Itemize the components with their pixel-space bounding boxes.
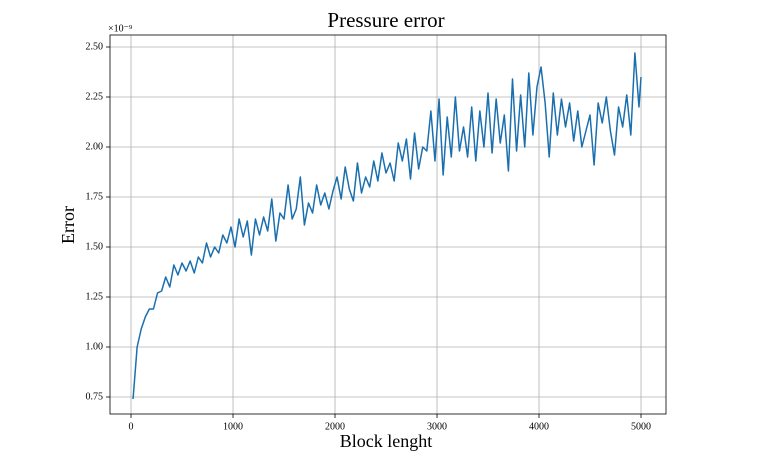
y-tick-label: 1.25	[86, 291, 104, 302]
x-tick-label: 0	[129, 421, 134, 432]
y-tick-label: 1.75	[86, 191, 104, 202]
y-tick-label: 2.50	[86, 41, 104, 52]
x-tick-label: 3000	[427, 421, 447, 432]
y-tick-label: 1.00	[86, 341, 104, 352]
data-line	[132, 52, 642, 400]
x-tick-label: 5000	[631, 421, 651, 432]
y-scale-label: ×10⁻⁹	[108, 23, 133, 34]
y-tick-label: 1.50	[86, 241, 104, 252]
y-axis-label: Error	[58, 206, 78, 244]
x-axis-label: Block lenght	[340, 431, 433, 451]
y-tick-label: 2.25	[86, 91, 104, 102]
y-tick-label: 0.75	[86, 391, 104, 402]
plot-frame	[109, 34, 667, 415]
y-tick-label: 2.00	[86, 141, 104, 152]
x-tick-label: 2000	[325, 421, 345, 432]
x-tick-label: 4000	[529, 421, 549, 432]
chart-title: Pressure error	[327, 8, 444, 32]
x-tick-label: 1000	[223, 421, 243, 432]
